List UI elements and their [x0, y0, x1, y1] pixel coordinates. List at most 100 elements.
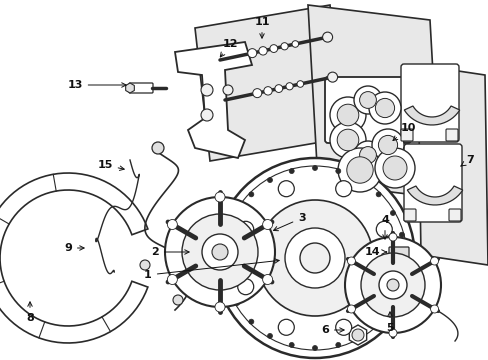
Circle shape — [285, 83, 293, 90]
Circle shape — [167, 274, 177, 284]
Circle shape — [215, 302, 224, 312]
Text: 5: 5 — [386, 312, 393, 333]
Circle shape — [223, 85, 232, 95]
Circle shape — [375, 319, 380, 324]
FancyBboxPatch shape — [445, 129, 457, 141]
Polygon shape — [195, 5, 345, 161]
Circle shape — [357, 333, 362, 338]
Circle shape — [173, 295, 183, 305]
Circle shape — [337, 129, 358, 151]
Circle shape — [202, 234, 238, 270]
Circle shape — [351, 329, 363, 341]
Circle shape — [201, 109, 213, 121]
Circle shape — [386, 279, 398, 291]
Circle shape — [288, 168, 294, 174]
Circle shape — [164, 197, 274, 307]
Circle shape — [262, 220, 272, 230]
FancyBboxPatch shape — [400, 129, 412, 141]
Text: 11: 11 — [254, 17, 269, 38]
Circle shape — [257, 200, 372, 316]
Circle shape — [285, 228, 345, 288]
Circle shape — [269, 45, 277, 53]
Polygon shape — [125, 83, 134, 93]
Circle shape — [399, 279, 404, 284]
Circle shape — [274, 85, 282, 93]
Circle shape — [201, 84, 213, 96]
Text: 12: 12 — [220, 39, 237, 57]
Circle shape — [376, 279, 391, 295]
Circle shape — [267, 333, 272, 338]
Circle shape — [378, 271, 406, 299]
Circle shape — [152, 142, 163, 154]
FancyBboxPatch shape — [129, 83, 153, 93]
Circle shape — [371, 129, 403, 161]
Circle shape — [346, 257, 355, 265]
Circle shape — [360, 253, 424, 317]
Circle shape — [402, 256, 407, 261]
Circle shape — [335, 342, 340, 347]
Circle shape — [299, 243, 329, 273]
Circle shape — [248, 319, 253, 324]
Circle shape — [252, 89, 261, 98]
Circle shape — [267, 177, 272, 183]
Circle shape — [225, 232, 230, 237]
Circle shape — [346, 157, 372, 183]
Polygon shape — [0, 173, 147, 343]
Circle shape — [296, 81, 303, 87]
Circle shape — [288, 342, 294, 347]
Circle shape — [215, 158, 414, 358]
Circle shape — [327, 72, 337, 82]
Circle shape — [337, 104, 358, 126]
Circle shape — [353, 141, 381, 169]
Circle shape — [234, 211, 239, 216]
Text: 2: 2 — [151, 247, 189, 257]
Circle shape — [430, 257, 438, 265]
FancyBboxPatch shape — [400, 64, 458, 142]
Circle shape — [375, 192, 380, 197]
Circle shape — [258, 47, 266, 55]
FancyBboxPatch shape — [403, 209, 415, 221]
Circle shape — [215, 192, 224, 202]
Circle shape — [278, 181, 294, 197]
Circle shape — [312, 166, 317, 171]
Text: 15: 15 — [97, 160, 124, 170]
Circle shape — [388, 329, 396, 337]
Polygon shape — [348, 325, 366, 345]
Circle shape — [237, 279, 253, 295]
Circle shape — [335, 168, 340, 174]
Circle shape — [375, 98, 394, 118]
Circle shape — [335, 319, 351, 335]
Circle shape — [389, 211, 395, 216]
Circle shape — [225, 279, 230, 284]
Text: 4: 4 — [380, 215, 388, 239]
Text: 7: 7 — [460, 155, 473, 166]
Circle shape — [357, 177, 362, 183]
Circle shape — [399, 232, 404, 237]
Circle shape — [264, 87, 272, 95]
Circle shape — [182, 214, 258, 290]
Circle shape — [234, 301, 239, 306]
Circle shape — [345, 237, 440, 333]
Circle shape — [374, 148, 414, 188]
Circle shape — [278, 319, 294, 335]
Circle shape — [359, 147, 376, 163]
Circle shape — [247, 49, 256, 58]
Circle shape — [368, 92, 400, 124]
Polygon shape — [175, 42, 251, 158]
Text: 13: 13 — [67, 80, 126, 90]
Polygon shape — [404, 106, 459, 125]
Text: 8: 8 — [26, 302, 34, 323]
Circle shape — [430, 305, 438, 313]
FancyBboxPatch shape — [325, 77, 410, 143]
Text: 1: 1 — [144, 259, 279, 280]
Circle shape — [382, 156, 406, 180]
Circle shape — [378, 135, 397, 154]
Circle shape — [388, 233, 396, 241]
Circle shape — [167, 220, 177, 230]
FancyBboxPatch shape — [448, 209, 460, 221]
Circle shape — [359, 91, 376, 108]
FancyBboxPatch shape — [388, 247, 408, 261]
Circle shape — [222, 256, 227, 261]
Text: 9: 9 — [64, 243, 84, 253]
Text: 14: 14 — [365, 247, 386, 257]
